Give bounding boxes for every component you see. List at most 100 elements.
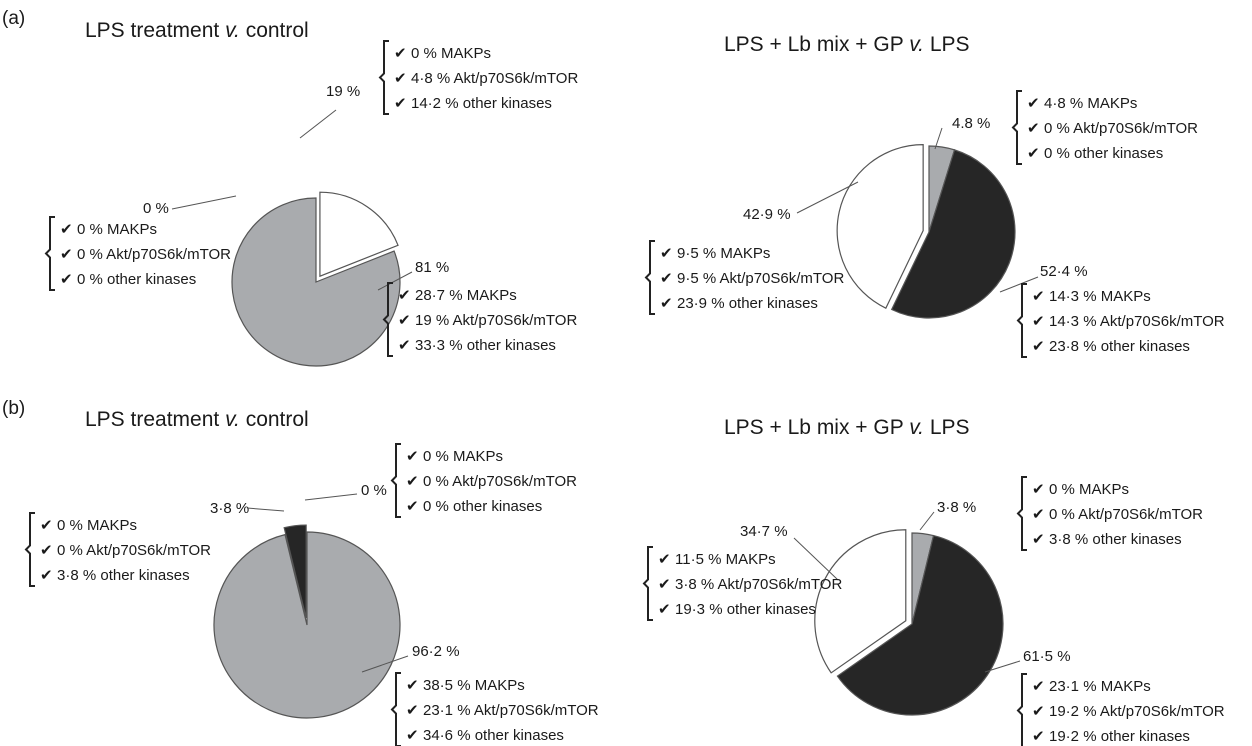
- check-icon: ✔: [398, 312, 411, 329]
- kinase-annotation: 19·2 % other kinases: [1049, 728, 1190, 745]
- chart-title-part: control: [240, 408, 309, 431]
- pie-slice: [231, 197, 401, 367]
- slice-percent-label: 61·5 %: [1023, 648, 1071, 665]
- kinase-annotation: 23·8 % other kinases: [1049, 338, 1190, 355]
- slice-percent-label: 81 %: [415, 259, 449, 276]
- leader-line: [361, 655, 409, 673]
- slice-percent-label: 0 %: [143, 200, 169, 217]
- kinase-annotation: 34·6 % other kinases: [423, 727, 564, 744]
- bracket: [642, 546, 653, 621]
- kinase-annotation: 0 % MAKPs: [1049, 481, 1129, 498]
- kinase-annotation: 9·5 % MAKPs: [677, 245, 770, 262]
- slice-percent-label: 3·8 %: [937, 499, 976, 516]
- kinase-annotation: 19·3 % other kinases: [675, 601, 816, 618]
- check-icon: ✔: [1032, 703, 1045, 720]
- check-icon: ✔: [1027, 120, 1040, 137]
- chart-title: LPS treatment v. control: [85, 408, 309, 431]
- kinase-annotation: 0 % other kinases: [423, 498, 542, 515]
- kinase-annotation: 19 % Akt/p70S6k/mTOR: [415, 312, 577, 329]
- slice-percent-label: 19 %: [326, 83, 360, 100]
- bracket: [24, 512, 35, 587]
- kinase-annotation: 0 % MAKPs: [57, 517, 137, 534]
- leader-line: [171, 195, 237, 210]
- kinase-annotation: 33·3 % other kinases: [415, 337, 556, 354]
- kinase-annotation: 14·3 % MAKPs: [1049, 288, 1151, 305]
- check-icon: ✔: [1032, 728, 1045, 745]
- chart-title-part: LPS: [924, 33, 970, 56]
- pie-slice: [319, 191, 399, 278]
- check-icon: ✔: [398, 337, 411, 354]
- check-icon: ✔: [658, 576, 671, 593]
- chart-title: LPS + Lb mix + GP v. LPS: [724, 33, 970, 56]
- bracket: [390, 443, 401, 518]
- pie-slice: [213, 531, 401, 719]
- chart-title-part: v.: [225, 19, 240, 42]
- check-icon: ✔: [660, 245, 673, 262]
- bracket: [1016, 283, 1027, 358]
- chart-title-part: LPS: [924, 416, 970, 439]
- slice-percent-label: 52·4 %: [1040, 263, 1088, 280]
- check-icon: ✔: [660, 295, 673, 312]
- check-icon: ✔: [394, 45, 407, 62]
- chart-title-part: v.: [225, 408, 240, 431]
- kinase-annotation: 23·9 % other kinases: [677, 295, 818, 312]
- kinase-annotation: 11·5 % MAKPs: [675, 551, 776, 568]
- leader-line: [793, 537, 839, 581]
- check-icon: ✔: [406, 498, 419, 515]
- kinase-annotation: 23·1 % MAKPs: [1049, 678, 1151, 695]
- pie-slice: [836, 144, 924, 309]
- kinase-annotation: 0 % MAKPs: [411, 45, 491, 62]
- bracket: [378, 40, 389, 115]
- slice-percent-label: 96·2 %: [412, 643, 460, 660]
- bracket: [644, 240, 655, 315]
- leader-line: [984, 660, 1021, 673]
- bracket: [1016, 476, 1027, 551]
- chart-title-part: control: [240, 19, 309, 42]
- kinase-annotation: 0 % Akt/p70S6k/mTOR: [423, 473, 577, 490]
- leader-line: [999, 276, 1039, 293]
- check-icon: ✔: [406, 727, 419, 744]
- leader-line: [934, 127, 943, 150]
- chart-title: LPS treatment v. control: [85, 19, 309, 42]
- slice-percent-label: 3·8 %: [210, 500, 249, 517]
- bracket: [382, 282, 393, 357]
- panel-label: (b): [2, 398, 25, 419]
- bracket: [1011, 90, 1022, 165]
- slice-percent-label: 0 %: [361, 482, 387, 499]
- check-icon: ✔: [394, 95, 407, 112]
- kinase-annotation: 0 % Akt/p70S6k/mTOR: [77, 246, 231, 263]
- kinase-annotation: 4·8 % MAKPs: [1044, 95, 1137, 112]
- check-icon: ✔: [1032, 313, 1045, 330]
- slice-percent-label: 42·9 %: [743, 206, 791, 223]
- check-icon: ✔: [60, 271, 73, 288]
- slice-percent-label: 4.8 %: [952, 115, 990, 132]
- kinase-annotation: 0 % other kinases: [1044, 145, 1163, 162]
- check-icon: ✔: [394, 70, 407, 87]
- leader-line: [796, 181, 859, 214]
- check-icon: ✔: [1032, 678, 1045, 695]
- leader-line: [299, 109, 337, 139]
- leader-line: [377, 271, 413, 291]
- panel-label: (a): [2, 8, 25, 29]
- kinase-annotation: 9·5 % Akt/p70S6k/mTOR: [677, 270, 844, 287]
- check-icon: ✔: [1027, 95, 1040, 112]
- kinase-annotation: 0 % other kinases: [77, 271, 196, 288]
- kinase-annotation: 23·1 % Akt/p70S6k/mTOR: [423, 702, 599, 719]
- check-icon: ✔: [60, 246, 73, 263]
- check-icon: ✔: [398, 287, 411, 304]
- kinase-annotation: 0 % Akt/p70S6k/mTOR: [1044, 120, 1198, 137]
- kinase-annotation: 28·7 % MAKPs: [415, 287, 517, 304]
- leader-line: [304, 493, 358, 501]
- check-icon: ✔: [406, 473, 419, 490]
- slice-percent-label: 34·7 %: [740, 523, 788, 540]
- check-icon: ✔: [660, 270, 673, 287]
- chart-title: LPS + Lb mix + GP v. LPS: [724, 416, 970, 439]
- bracket: [390, 672, 401, 746]
- leader-line: [246, 507, 285, 512]
- check-icon: ✔: [658, 551, 671, 568]
- chart-title-part: LPS treatment: [85, 19, 225, 42]
